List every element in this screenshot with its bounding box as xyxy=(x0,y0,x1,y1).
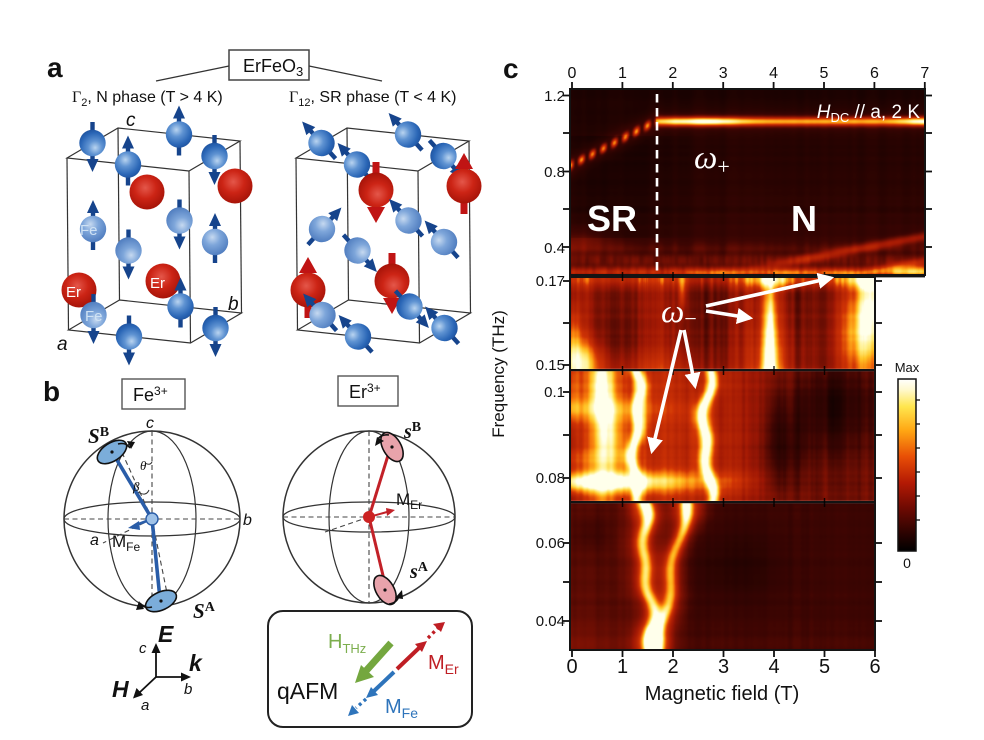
svg-text:0: 0 xyxy=(566,656,577,678)
svg-text:b: b xyxy=(184,681,192,698)
svg-text:0.17: 0.17 xyxy=(536,273,565,290)
svg-text:Fe: Fe xyxy=(85,308,103,325)
svg-text:1: 1 xyxy=(617,656,628,678)
svg-text:0: 0 xyxy=(903,555,911,571)
svg-text:Max: Max xyxy=(895,360,920,375)
svg-text:sB: sB xyxy=(403,420,421,443)
svg-text:7: 7 xyxy=(920,65,929,82)
svg-text:0.04: 0.04 xyxy=(536,613,565,630)
svg-text:Fe3+: Fe3+ xyxy=(133,384,168,405)
svg-text:0.1: 0.1 xyxy=(544,384,565,401)
svg-text:6: 6 xyxy=(870,65,879,82)
svg-text:c: c xyxy=(126,110,136,131)
svg-text:2: 2 xyxy=(668,65,677,82)
svg-text:a: a xyxy=(141,697,149,714)
svg-text:a: a xyxy=(47,52,63,83)
svg-text:b: b xyxy=(43,376,60,407)
svg-text:sA: sA xyxy=(409,560,429,583)
svg-text:E: E xyxy=(158,621,174,647)
svg-text:Er3+: Er3+ xyxy=(349,381,381,402)
svg-text:N: N xyxy=(791,198,817,239)
svg-text:Γ2, N phase (T > 4 K): Γ2, N phase (T > 4 K) xyxy=(72,89,223,109)
svg-text:a: a xyxy=(57,334,68,355)
svg-text:ErFeO3: ErFeO3 xyxy=(243,56,303,79)
svg-text:a: a xyxy=(90,532,99,549)
svg-text:4: 4 xyxy=(769,65,778,82)
svg-text:1.2: 1.2 xyxy=(544,88,565,105)
svg-text:c: c xyxy=(146,415,154,432)
svg-text:Frequency (THz): Frequency (THz) xyxy=(489,310,508,438)
svg-text:0: 0 xyxy=(568,65,577,82)
svg-text:HDC // a, 2 K: HDC // a, 2 K xyxy=(817,102,921,125)
svg-text:0.15: 0.15 xyxy=(536,357,565,374)
svg-text:H: H xyxy=(112,676,129,702)
svg-text:0.8: 0.8 xyxy=(544,164,565,181)
svg-text:Er: Er xyxy=(66,284,81,301)
svg-text:ω+: ω+ xyxy=(694,140,730,179)
svg-text:b: b xyxy=(228,294,239,315)
svg-text:θ: θ xyxy=(140,458,147,473)
svg-text:5: 5 xyxy=(819,656,830,678)
svg-text:5: 5 xyxy=(820,65,829,82)
svg-text:3: 3 xyxy=(719,65,728,82)
svg-text:6: 6 xyxy=(869,656,880,678)
svg-text:Fe: Fe xyxy=(80,222,98,239)
svg-text:qAFM: qAFM xyxy=(277,678,338,704)
svg-text:ω−: ω− xyxy=(661,294,697,331)
svg-text:4: 4 xyxy=(768,656,779,678)
svg-text:Er: Er xyxy=(150,275,165,292)
svg-text:β: β xyxy=(132,479,140,494)
svg-text:b: b xyxy=(243,512,252,529)
svg-text:SA: SA xyxy=(193,599,216,623)
svg-text:MEr: MEr xyxy=(396,490,422,512)
svg-text:0.06: 0.06 xyxy=(536,535,565,552)
svg-text:Γ12, SR phase (T < 4 K): Γ12, SR phase (T < 4 K) xyxy=(289,89,457,109)
svg-text:2: 2 xyxy=(667,656,678,678)
svg-text:c: c xyxy=(139,640,147,657)
svg-text:Magnetic field (T): Magnetic field (T) xyxy=(645,683,800,705)
svg-text:1: 1 xyxy=(618,65,627,82)
svg-text:0.08: 0.08 xyxy=(536,470,565,487)
svg-text:k: k xyxy=(189,650,203,676)
svg-text:0.4: 0.4 xyxy=(544,240,565,257)
svg-text:c: c xyxy=(503,53,519,84)
svg-text:SR: SR xyxy=(587,198,637,239)
svg-text:3: 3 xyxy=(718,656,729,678)
